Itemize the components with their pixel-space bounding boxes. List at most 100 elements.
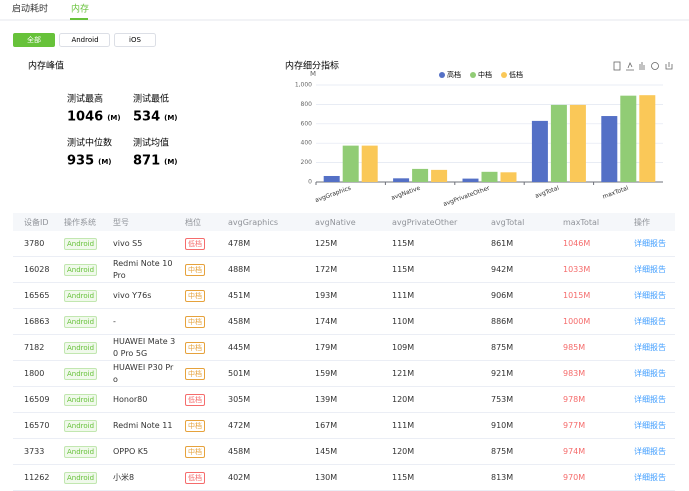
table-cell: Redmi Note 11 bbox=[109, 412, 181, 439]
cell-text: 115M bbox=[392, 238, 415, 248]
filter[interactable] bbox=[114, 33, 156, 47]
cell-text: 478M bbox=[228, 238, 251, 248]
report-link[interactable]: 详细报告 bbox=[634, 420, 666, 430]
max-total: 983M bbox=[563, 368, 586, 378]
report-link[interactable]: 详细报告 bbox=[634, 264, 666, 274]
table-row: 3780 Android vivo S5 低档 478M 125M 115M 861M 1046… bbox=[13, 231, 675, 257]
report-link[interactable]: 详细报告 bbox=[634, 394, 666, 404]
table-cell: 985M bbox=[559, 334, 630, 361]
table-cell: 445M bbox=[224, 334, 311, 361]
table-cell: 478M bbox=[224, 231, 311, 257]
tier-tag: 中档 bbox=[185, 367, 205, 380]
filter-label: 全部 bbox=[27, 35, 41, 44]
cell-text: 115M bbox=[392, 264, 415, 274]
table-cell: 低档 bbox=[181, 231, 224, 257]
bar bbox=[393, 178, 410, 182]
table-cell: 中档 bbox=[181, 282, 224, 309]
legend-marker bbox=[501, 72, 507, 78]
table-cell: Redmi Note 10 Pro bbox=[109, 256, 181, 283]
max-total: 1000M bbox=[563, 316, 591, 326]
column-header: 操作 bbox=[630, 213, 675, 231]
cell-text: 174M bbox=[315, 316, 338, 326]
report-link[interactable]: 详细报告 bbox=[634, 238, 666, 248]
table-cell: 501M bbox=[224, 360, 311, 387]
cell-text: 111M bbox=[392, 420, 415, 430]
bar bbox=[323, 175, 340, 182]
tier-tag: 中档 bbox=[185, 341, 205, 354]
table-cell: 121M bbox=[388, 360, 487, 387]
table-cell: 906M bbox=[487, 282, 559, 309]
cell-text: 402M bbox=[228, 472, 251, 482]
toolbar[interactable] bbox=[613, 61, 673, 71]
cell-text: 875M bbox=[491, 446, 514, 456]
legend-marker bbox=[470, 72, 476, 78]
table-cell: 低档 bbox=[181, 386, 224, 413]
cell-text: 120M bbox=[392, 394, 415, 404]
table-cell: 120M bbox=[388, 386, 487, 413]
cell-text: 501M bbox=[228, 368, 251, 378]
table-cell: 167M bbox=[311, 412, 388, 439]
max-total: 970M bbox=[563, 472, 586, 482]
os-tag: Android bbox=[64, 393, 98, 406]
cell-text: 1800 bbox=[24, 368, 45, 378]
y-tick-label: 1,000 bbox=[295, 82, 312, 89]
chart-title: 内存细分指标 bbox=[285, 60, 339, 72]
stat-value: 871 bbox=[133, 154, 160, 169]
report-link[interactable]: 详细报告 bbox=[634, 342, 666, 352]
y-tick-label: 200 bbox=[301, 159, 313, 166]
cell-text: 861M bbox=[491, 238, 514, 248]
bar bbox=[550, 104, 567, 182]
table-cell: Android bbox=[60, 360, 109, 387]
table-cell: 458M bbox=[224, 438, 311, 465]
table-cell: Android bbox=[60, 308, 109, 335]
device-table: 设备ID 操作系统 型号 档位 avgGraphics avgNative avgPriva… bbox=[13, 213, 675, 491]
column-header: avgGraphics bbox=[224, 213, 311, 231]
table-cell: 861M bbox=[487, 231, 559, 257]
os-tag: Android bbox=[64, 367, 98, 380]
tab[interactable]: 启动耗时 bbox=[12, 3, 48, 15]
max-total: 1046M bbox=[563, 238, 591, 248]
tab-underline bbox=[70, 18, 88, 20]
filter-label: iOS bbox=[129, 36, 141, 44]
report-link[interactable]: 详细报告 bbox=[634, 368, 666, 378]
bar bbox=[531, 120, 548, 182]
legend-label: 中档 bbox=[478, 70, 492, 79]
table-cell: 详细报告 bbox=[630, 282, 675, 309]
column-header: 型号 bbox=[109, 213, 181, 231]
cell-text: 130M bbox=[315, 472, 338, 482]
cell-text: 16028 bbox=[24, 264, 50, 274]
cell-text: 813M bbox=[491, 472, 514, 482]
report-link[interactable]: 详细报告 bbox=[634, 446, 666, 456]
filter-active[interactable] bbox=[13, 33, 55, 47]
bar bbox=[569, 104, 586, 182]
table-cell: 1800 bbox=[13, 360, 60, 387]
filter[interactable] bbox=[59, 33, 110, 47]
cell-text: OPPO K5 bbox=[113, 446, 149, 456]
cell-text: 159M bbox=[315, 368, 338, 378]
cell-text: Redmi Note 11 bbox=[113, 420, 173, 430]
y-tick-label: 0 bbox=[308, 179, 312, 186]
table-cell: 详细报告 bbox=[630, 360, 675, 387]
cell-text: 445M bbox=[228, 342, 251, 352]
tier-tag: 中档 bbox=[185, 419, 205, 432]
cell-text: 16509 bbox=[24, 394, 50, 404]
table-cell: Android bbox=[60, 282, 109, 309]
cell-text: 139M bbox=[315, 394, 338, 404]
table-cell: 451M bbox=[224, 282, 311, 309]
table-cell: Honor80 bbox=[109, 386, 181, 413]
table-cell: 974M bbox=[559, 438, 630, 465]
cell-text: 109M bbox=[392, 342, 415, 352]
table-cell: Android bbox=[60, 334, 109, 361]
os-tag: Android bbox=[64, 419, 98, 432]
x-tick-label: maxTotal bbox=[602, 185, 630, 201]
tab-active[interactable]: 内存 bbox=[71, 3, 89, 15]
peak-title: 内存峰值 bbox=[28, 60, 64, 72]
report-link[interactable]: 详细报告 bbox=[634, 472, 666, 482]
table-cell: 125M bbox=[311, 231, 388, 257]
cell-text: 110M bbox=[392, 316, 415, 326]
report-link[interactable]: 详细报告 bbox=[634, 290, 666, 300]
cell-text: 172M bbox=[315, 264, 338, 274]
table-cell: 中档 bbox=[181, 308, 224, 335]
column-header: 操作系统 bbox=[60, 213, 109, 231]
report-link[interactable]: 详细报告 bbox=[634, 316, 666, 326]
